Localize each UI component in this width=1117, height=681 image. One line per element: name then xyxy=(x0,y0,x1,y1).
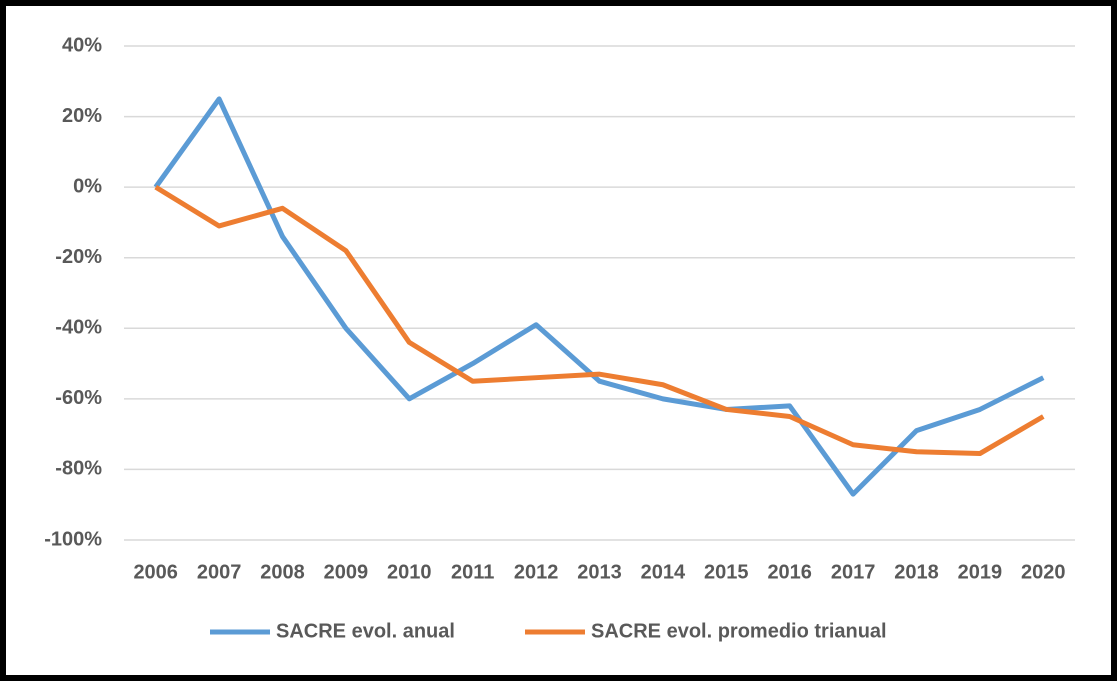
x-tick-label: 2013 xyxy=(577,561,622,583)
x-tick-label: 2011 xyxy=(451,561,494,583)
y-tick-label: -20% xyxy=(55,246,102,268)
series-line xyxy=(154,185,1045,457)
x-tick-label: 2009 xyxy=(324,561,369,583)
x-tick-label: 2019 xyxy=(958,561,1003,583)
y-tick-label: -100% xyxy=(44,528,102,550)
x-tick-label: 2017 xyxy=(831,561,876,583)
x-tick-label: 2007 xyxy=(197,561,242,583)
y-tick-label: 0% xyxy=(73,175,102,197)
x-tick-label: 2016 xyxy=(767,561,812,583)
y-tick-label: -40% xyxy=(55,317,102,339)
x-tick-label: 2006 xyxy=(133,561,178,583)
x-tick-label: 2010 xyxy=(387,561,432,583)
x-tick-label: 2020 xyxy=(1021,561,1066,583)
legend-label: SACRE evol. promedio trianual xyxy=(591,620,887,642)
y-tick-label: 20% xyxy=(62,105,102,127)
x-tick-label: 2008 xyxy=(260,561,305,583)
y-tick-label: 40% xyxy=(62,34,102,56)
legend-label: SACRE evol. anual xyxy=(276,620,455,642)
y-tick-label: -80% xyxy=(55,458,102,480)
x-tick-label: 2018 xyxy=(894,561,939,583)
x-tick-label: 2012 xyxy=(514,561,559,583)
y-tick-label: -60% xyxy=(55,387,102,409)
x-tick-label: 2014 xyxy=(641,561,686,583)
x-tick-label: 2015 xyxy=(704,561,749,583)
